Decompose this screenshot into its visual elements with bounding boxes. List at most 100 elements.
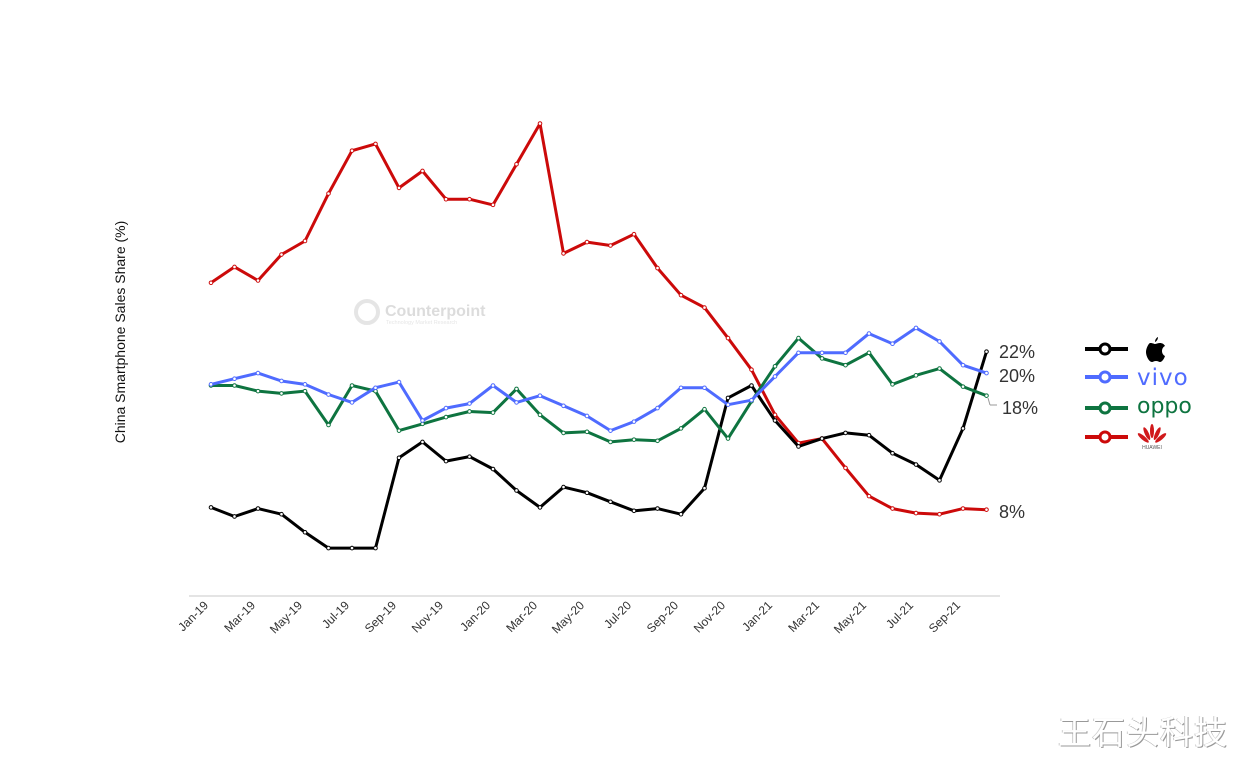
data-point-apple: [678, 511, 684, 517]
data-point-apple: [420, 439, 425, 445]
data-point-vivo: [302, 382, 308, 387]
data-point-apple: [749, 383, 754, 388]
data-point-vivo: [326, 392, 331, 397]
legend-item-vivo: vivo: [1085, 365, 1189, 391]
data-point-huawei: [866, 493, 872, 499]
data-point-huawei: [890, 506, 895, 511]
data-point-huawei: [514, 161, 519, 167]
data-point-vivo: [725, 402, 731, 407]
data-point-apple: [937, 478, 942, 483]
data-point-huawei: [279, 252, 284, 257]
huawei-legend-label: HUAWEI: [1142, 445, 1162, 451]
x-tick-label: Sep-21: [926, 598, 963, 635]
data-point-oppo: [326, 422, 331, 428]
watermark-brand-sub: Technology Market Research: [386, 320, 457, 326]
data-point-apple: [490, 466, 496, 472]
series-huawei: [208, 121, 989, 517]
data-point-apple: [443, 458, 449, 464]
x-tick-label: May-20: [549, 598, 587, 636]
watermark-brand: Counterpoint: [385, 303, 486, 320]
data-point-apple: [608, 499, 613, 505]
data-point-oppo: [913, 373, 919, 378]
data-point-huawei: [326, 191, 331, 196]
data-point-apple: [984, 349, 989, 354]
data-point-oppo: [608, 439, 613, 445]
data-point-huawei: [420, 168, 425, 174]
data-point-huawei: [561, 251, 566, 256]
data-point-vivo: [490, 383, 496, 388]
data-point-apple: [890, 450, 895, 456]
data-point-oppo: [514, 386, 519, 392]
x-tick-label: Jul-21: [883, 598, 916, 631]
series-line-oppo: [211, 336, 988, 444]
data-point-oppo: [655, 438, 660, 444]
data-point-apple: [349, 545, 355, 551]
data-point-vivo: [561, 403, 566, 409]
data-point-huawei: [208, 280, 214, 286]
x-tick-label: Mar-21: [785, 598, 822, 635]
data-point-huawei: [443, 196, 449, 202]
end-label-vivo: 20%: [999, 366, 1035, 386]
x-tick-label: Nov-20: [691, 598, 728, 635]
data-point-huawei: [984, 507, 989, 512]
data-point-huawei: [396, 185, 402, 191]
data-point-oppo: [349, 383, 355, 388]
counterpoint-logo-icon: [354, 299, 380, 325]
data-point-huawei: [537, 121, 543, 126]
counterpoint-watermark: Counterpoint Technology Market Research: [354, 299, 486, 326]
data-point-apple: [584, 490, 590, 496]
data-point-apple: [302, 529, 308, 535]
data-point-huawei: [843, 465, 848, 471]
data-point-oppo: [443, 414, 449, 420]
series-apple: [208, 349, 989, 551]
data-point-huawei: [631, 231, 637, 237]
legend-item-oppo: oppo: [1085, 394, 1192, 419]
data-point-vivo: [420, 418, 425, 423]
y-axis-label: China Smartphone Sales Share (%): [112, 221, 128, 444]
data-point-oppo: [843, 362, 848, 368]
x-tick-label: Nov-19: [409, 598, 446, 635]
data-point-vivo: [608, 428, 613, 433]
data-point-vivo: [866, 331, 872, 336]
x-tick-label: Jul-20: [601, 598, 634, 631]
data-point-huawei: [584, 239, 590, 245]
data-point-huawei: [608, 243, 613, 248]
oppo-leader-line: [987, 397, 991, 406]
oppo-legend-label: oppo: [1137, 394, 1192, 419]
data-point-apple: [819, 436, 825, 441]
data-point-vivo: [819, 350, 825, 356]
data-point-apple: [279, 511, 284, 517]
series-line-huawei: [210, 122, 987, 516]
data-point-apple: [631, 508, 637, 514]
data-point-oppo: [467, 409, 472, 414]
data-point-vivo: [890, 341, 895, 347]
data-point-huawei: [232, 264, 237, 270]
data-point-huawei: [960, 506, 966, 511]
data-point-huawei: [255, 278, 261, 283]
x-tick-label: Sep-19: [362, 598, 399, 635]
data-point-oppo: [819, 356, 825, 361]
data-point-huawei: [467, 196, 472, 202]
data-point-vivo: [772, 374, 778, 379]
data-point-oppo: [796, 335, 801, 341]
vivo-legend-label: vivo: [1137, 365, 1189, 391]
end-label-apple: 22%: [999, 342, 1035, 362]
data-point-huawei: [749, 367, 754, 372]
data-point-apple: [467, 454, 472, 459]
x-tick-label: Jul-19: [319, 598, 352, 631]
data-point-huawei: [772, 412, 778, 418]
data-point-apple: [373, 545, 378, 551]
data-point-apple: [796, 444, 801, 449]
data-point-vivo: [749, 397, 754, 403]
data-point-vivo: [514, 400, 519, 405]
data-point-huawei: [913, 510, 919, 516]
legend: vivo oppo HUAWEI: [1085, 337, 1192, 451]
data-point-vivo: [255, 370, 261, 376]
data-point-oppo: [631, 437, 637, 442]
data-point-vivo: [443, 405, 449, 411]
data-point-oppo: [396, 428, 402, 433]
data-point-vivo: [796, 350, 801, 356]
x-tick-label: May-21: [831, 598, 869, 636]
data-point-apple: [866, 432, 872, 438]
